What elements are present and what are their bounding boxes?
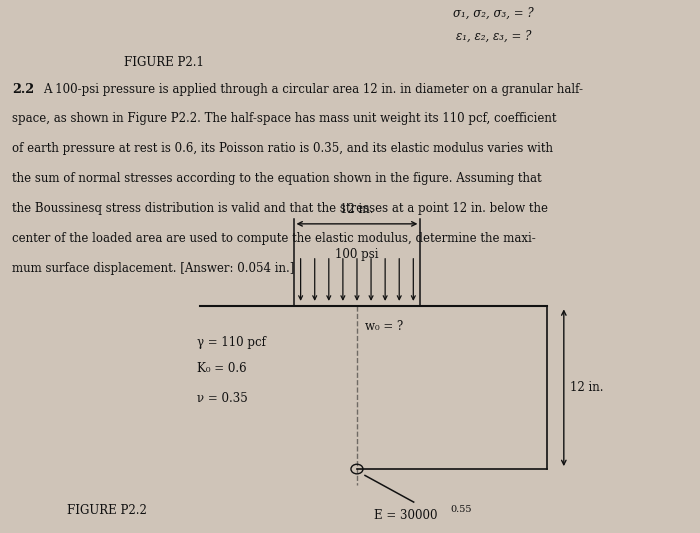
Text: σ₁, σ₂, σ₃, = ?: σ₁, σ₂, σ₃, = ?	[454, 6, 534, 19]
Text: space, as shown in Figure P2.2. The half-space has mass unit weight its 110 pcf,: space, as shown in Figure P2.2. The half…	[12, 112, 556, 125]
Text: FIGURE P2.2: FIGURE P2.2	[66, 504, 146, 516]
Text: 2.2: 2.2	[12, 83, 34, 95]
Text: 12 in.: 12 in.	[570, 381, 604, 394]
Text: K₀ = 0.6: K₀ = 0.6	[197, 362, 246, 375]
Text: center of the loaded area are used to compute the elastic modulus, determine the: center of the loaded area are used to co…	[12, 232, 536, 245]
Text: mum surface displacement. [Answer: 0.054 in.]: mum surface displacement. [Answer: 0.054…	[12, 262, 295, 274]
Text: γ = 110 pcf: γ = 110 pcf	[197, 336, 266, 349]
Text: FIGURE P2.1: FIGURE P2.1	[123, 56, 204, 69]
Text: of earth pressure at rest is 0.6, its Poisson ratio is 0.35, and its elastic mod: of earth pressure at rest is 0.6, its Po…	[12, 142, 553, 155]
Text: the sum of normal stresses according to the equation shown in the figure. Assumi: the sum of normal stresses according to …	[12, 172, 542, 185]
Text: E = 30000: E = 30000	[374, 509, 438, 522]
Text: 0.55: 0.55	[450, 505, 472, 514]
Text: 100 psi: 100 psi	[335, 248, 379, 261]
Text: ν = 0.35: ν = 0.35	[197, 392, 248, 405]
Text: 12 in.: 12 in.	[340, 203, 374, 216]
Text: A 100-psi pressure is applied through a circular area 12 in. in diameter on a gr: A 100-psi pressure is applied through a …	[43, 83, 583, 95]
Text: w₀ = ?: w₀ = ?	[365, 320, 403, 333]
Text: the Boussinesq stress distribution is valid and that the stresses at a point 12 : the Boussinesq stress distribution is va…	[12, 202, 548, 215]
Text: ε₁, ε₂, ε₃, = ?: ε₁, ε₂, ε₃, = ?	[456, 29, 531, 42]
